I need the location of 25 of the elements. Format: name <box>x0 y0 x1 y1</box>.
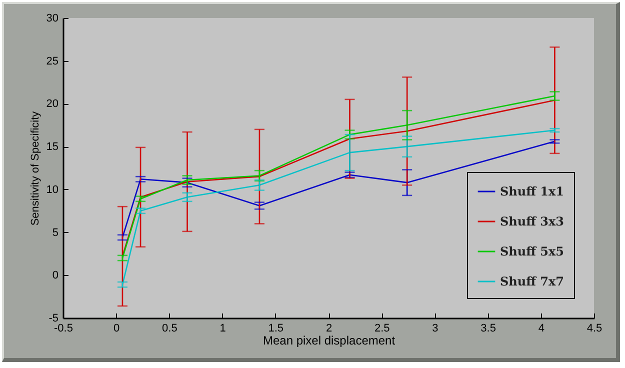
y-tick-label: 0 <box>52 270 58 282</box>
x-tick-label: -0.5 <box>54 322 73 334</box>
legend-label: Shuff 3x3 <box>500 214 564 228</box>
y-tick-label: 20 <box>46 98 58 110</box>
x-axis-title: Mean pixel displacement <box>262 334 396 348</box>
y-tick-label: 30 <box>46 12 58 24</box>
x-tick-label: 0 <box>114 322 120 334</box>
y-tick-label: -5 <box>48 312 58 324</box>
x-tick-label: 1 <box>220 322 226 334</box>
x-tick-label: 4 <box>538 322 544 334</box>
y-tick-label: 25 <box>46 55 58 68</box>
y-tick-label: 15 <box>46 141 58 154</box>
legend-label: Shuff 5x5 <box>500 244 564 258</box>
legend-label: Shuff 7x7 <box>500 274 564 288</box>
y-tick-label: 5 <box>52 226 58 239</box>
x-tick-label: 2.5 <box>374 322 390 334</box>
x-tick-label: 0.5 <box>162 322 178 334</box>
x-tick-label: 3.5 <box>480 322 496 334</box>
x-tick-label: 4.5 <box>586 322 602 334</box>
legend-label: Shuff 1x1 <box>500 184 564 198</box>
x-tick-label: 1.5 <box>268 322 284 334</box>
x-tick-label: 2 <box>326 322 332 334</box>
y-tick-label: 10 <box>46 184 58 196</box>
y-axis-title: Sensitivity of Specificity <box>29 110 42 226</box>
x-tick-label: 3 <box>432 322 438 334</box>
